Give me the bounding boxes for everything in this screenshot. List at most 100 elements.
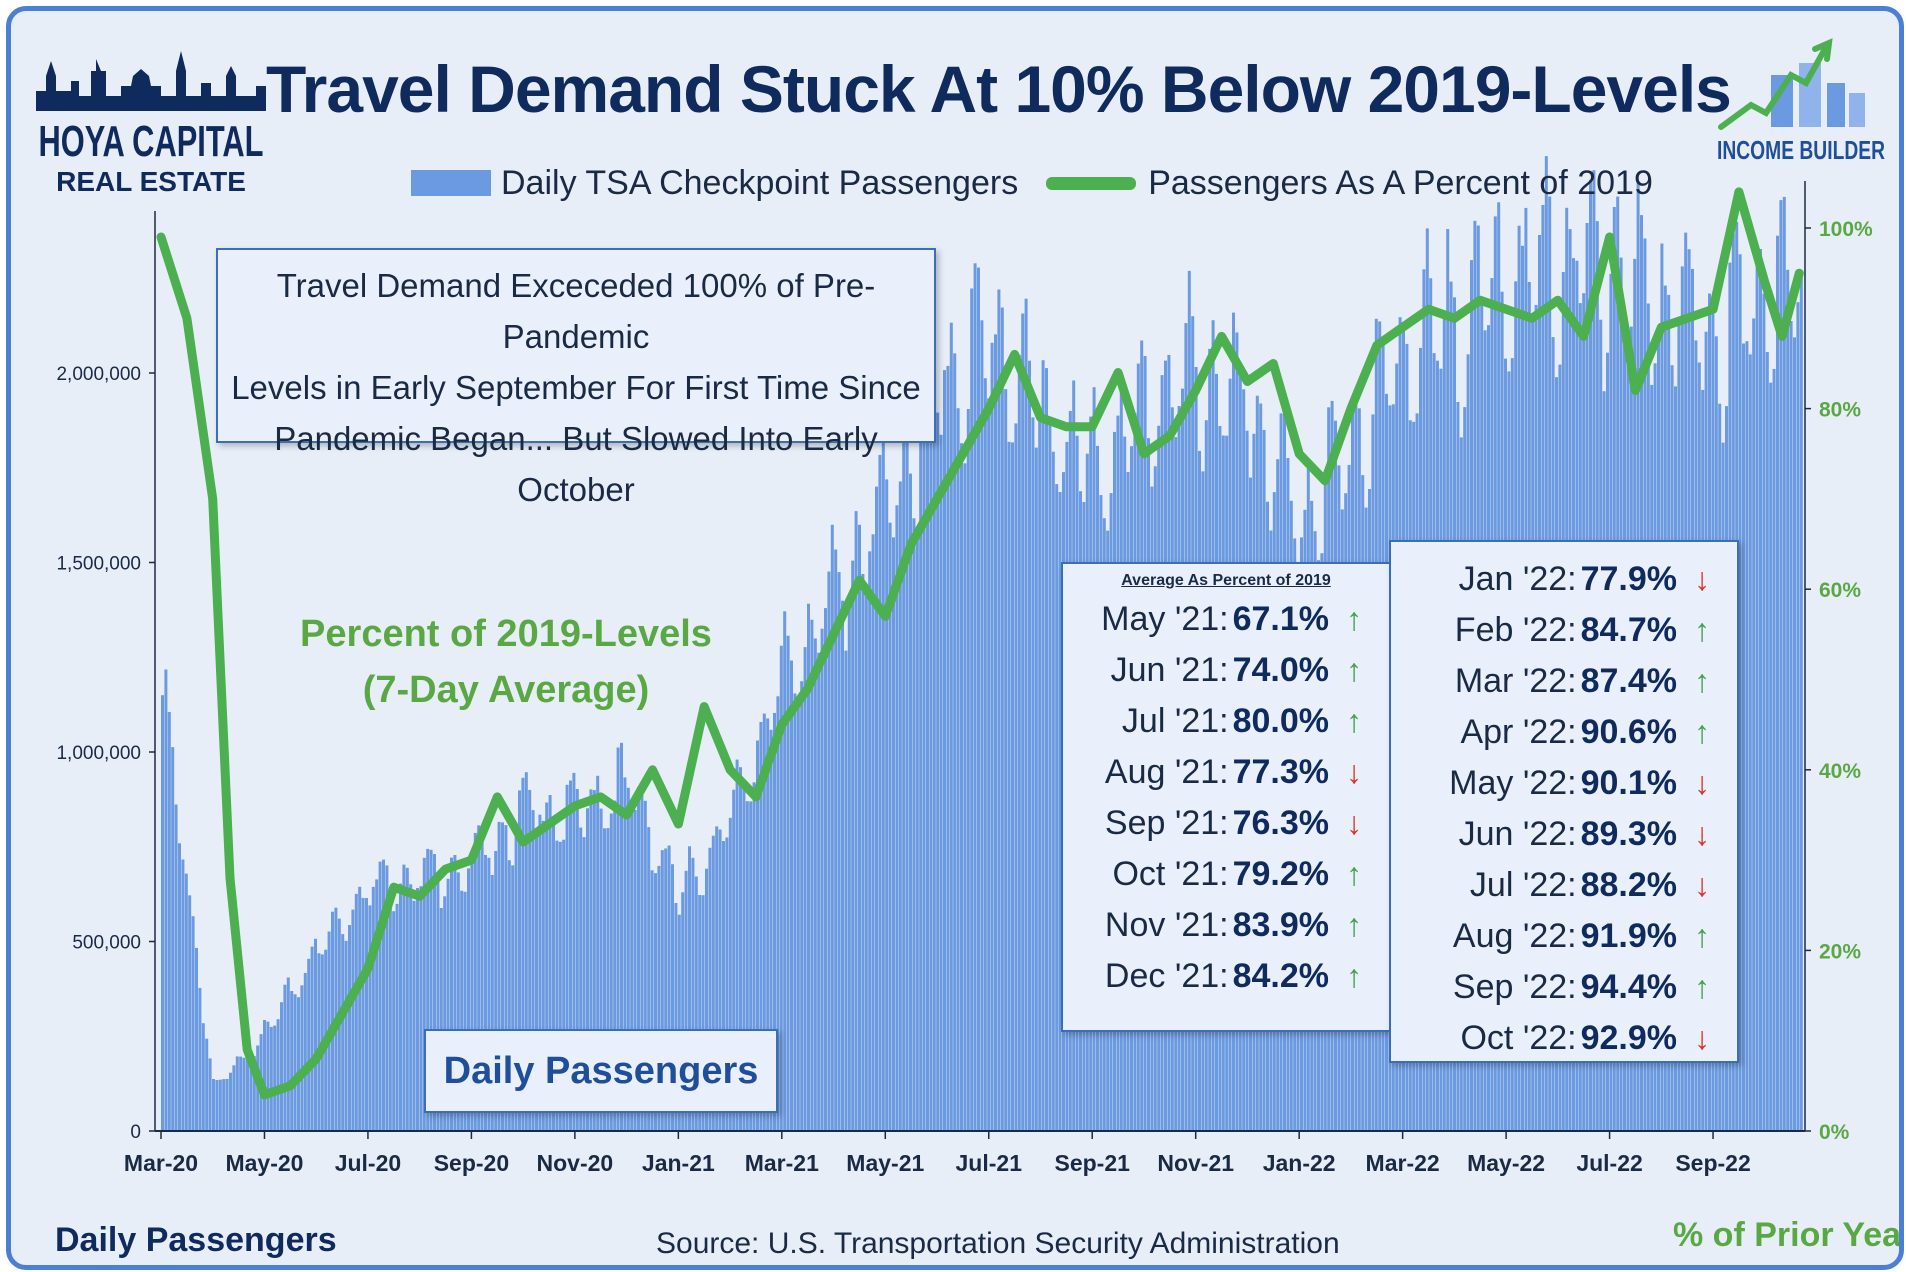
passenger-bar xyxy=(929,358,933,1131)
passenger-bar xyxy=(817,652,821,1131)
passenger-bar xyxy=(912,518,916,1131)
passenger-bar xyxy=(892,537,895,1131)
passenger-bar xyxy=(490,875,494,1131)
passenger-bar xyxy=(1759,249,1762,1131)
passenger-bar xyxy=(212,1079,215,1131)
x-axis: Mar-20 May-20 Jul-20 Sep-20 Nov-20 Jan-21 Mar-… xyxy=(124,1130,1805,1176)
passenger-bar xyxy=(293,994,297,1131)
passenger-bar xyxy=(803,647,807,1131)
x-axis-tick-label: Mar-20 xyxy=(124,1150,198,1176)
arrow-down-icon: ↓ xyxy=(1694,1020,1710,1056)
legend-bar-label: Daily TSA Checkpoint Passengers xyxy=(501,163,1019,202)
passenger-bar xyxy=(620,742,623,1131)
passenger-bar xyxy=(351,909,355,1131)
passenger-bar xyxy=(878,454,882,1131)
passenger-bar xyxy=(436,878,440,1131)
x-axis-tick-label: Nov-21 xyxy=(1157,1150,1234,1176)
passenger-bar xyxy=(402,864,406,1131)
average-month: Jul '21: xyxy=(1121,702,1229,740)
arrow-down-icon: ↓ xyxy=(1346,754,1362,790)
passenger-bar xyxy=(358,886,362,1131)
average-value: 90.6% xyxy=(1580,713,1677,751)
passenger-bar xyxy=(926,331,929,1132)
passenger-bar xyxy=(800,681,804,1131)
passenger-bar xyxy=(297,997,300,1131)
passenger-bar xyxy=(477,825,481,1131)
passenger-bar xyxy=(810,619,814,1131)
passenger-bar xyxy=(1779,200,1783,1132)
passenger-bar xyxy=(388,904,392,1131)
passenger-bar xyxy=(936,412,940,1132)
percent-series-label-line-1: Percent of 2019-Levels xyxy=(300,613,712,655)
right-axis-tick-label: 100% xyxy=(1819,218,1873,241)
legend-line-swatch xyxy=(1046,176,1137,190)
average-value: 91.9% xyxy=(1580,917,1677,955)
right-axis: 0% 20% 40% 60% 80% 100% xyxy=(1804,181,1873,1144)
passenger-bar xyxy=(793,693,797,1131)
passenger-bar xyxy=(507,860,511,1131)
passenger-bar xyxy=(575,789,579,1131)
passenger-bar xyxy=(1028,360,1031,1131)
average-month: Jan '22: xyxy=(1458,560,1577,598)
passenger-bar xyxy=(752,782,756,1131)
percent-line xyxy=(156,187,1804,1100)
average-row: Jan '22: 77.9% ↓ xyxy=(1391,554,1737,605)
passenger-bar xyxy=(317,953,321,1131)
average-value: 88.2% xyxy=(1580,866,1677,904)
passenger-bar xyxy=(263,1020,266,1131)
passenger-bar xyxy=(807,603,810,1131)
passenger-bar xyxy=(1048,418,1052,1131)
passenger-bar xyxy=(487,857,491,1131)
passenger-bar xyxy=(851,560,855,1131)
daily-passengers-label: Daily Passengers xyxy=(424,1029,778,1113)
passenger-bar xyxy=(586,808,589,1131)
passenger-bar xyxy=(409,884,413,1131)
x-axis-tick-label: May-21 xyxy=(846,1150,924,1176)
left-axis-caption: Daily Passengers xyxy=(55,1221,337,1259)
passenger-bar xyxy=(732,789,736,1131)
average-value: 67.1% xyxy=(1232,600,1329,638)
passenger-bar xyxy=(705,868,708,1131)
average-month: Oct '22: xyxy=(1460,1019,1577,1057)
passenger-bar xyxy=(854,511,858,1132)
passenger-bar xyxy=(521,777,525,1131)
legend: Daily TSA Checkpoint Passengers Passenge… xyxy=(411,161,1653,205)
passenger-bar xyxy=(769,729,773,1131)
average-month: May '22: xyxy=(1449,764,1577,802)
average-value: 77.9% xyxy=(1580,560,1677,598)
passenger-bar xyxy=(426,848,430,1131)
left-axis-tick-label: 1,000,000 xyxy=(56,743,141,764)
x-axis-tick-label: Sep-20 xyxy=(434,1150,509,1176)
passenger-bar xyxy=(664,848,668,1131)
passenger-bar xyxy=(1793,337,1796,1131)
passenger-bar xyxy=(1776,235,1779,1131)
average-row: May '22: 90.1% ↓ xyxy=(1391,758,1737,809)
passenger-bar xyxy=(681,892,685,1131)
passenger-bar xyxy=(786,635,790,1131)
passenger-bar xyxy=(983,378,987,1131)
passenger-bar xyxy=(191,916,195,1131)
passenger-bar xyxy=(303,972,307,1131)
passenger-bar xyxy=(837,572,841,1131)
passenger-bar xyxy=(535,834,538,1131)
average-month: Aug '22: xyxy=(1452,917,1577,955)
passenger-bar xyxy=(888,522,892,1131)
passenger-bar xyxy=(1021,313,1025,1131)
passenger-bar xyxy=(433,854,436,1131)
passenger-bar xyxy=(382,859,385,1131)
passenger-bar xyxy=(708,847,712,1131)
arrow-up-icon: ↑ xyxy=(1346,703,1362,739)
average-row: Aug '21: 77.3% ↓ xyxy=(1063,747,1389,798)
passenger-bar xyxy=(371,886,375,1131)
passenger-bar xyxy=(667,845,671,1131)
passenger-bar xyxy=(643,800,647,1131)
averages-heading: Average As Percent of 2019 xyxy=(1121,572,1331,589)
passenger-bar xyxy=(201,1023,205,1131)
passenger-bar xyxy=(514,825,518,1131)
arrow-up-icon: ↑ xyxy=(1694,918,1710,954)
passenger-bar xyxy=(524,772,528,1131)
passenger-bar xyxy=(385,865,389,1131)
passenger-bar xyxy=(205,1038,209,1131)
passenger-bar xyxy=(905,442,909,1131)
passenger-bar xyxy=(966,409,970,1131)
